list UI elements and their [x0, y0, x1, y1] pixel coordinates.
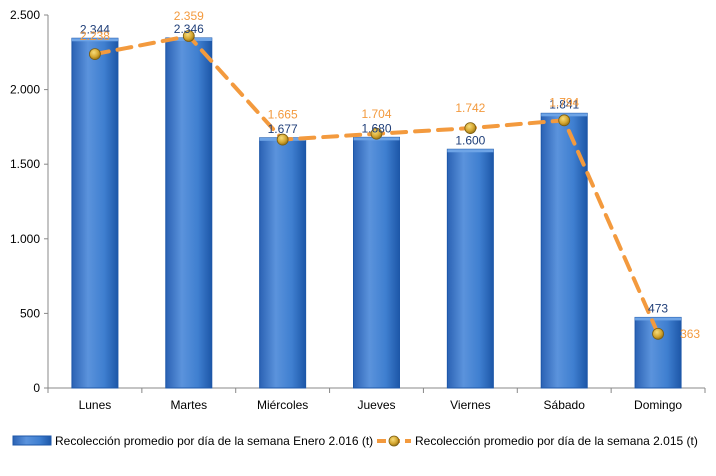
x-tick-label: Sábado: [544, 398, 586, 412]
x-tick-label: Viernes: [450, 398, 490, 412]
x-tick-label: Jueves: [357, 398, 395, 412]
x-tick-label: Martes: [170, 398, 207, 412]
y-tick-label: 1.000: [10, 232, 40, 246]
bar-data-label: 2.346: [174, 22, 204, 36]
legend-label-line: Recolección promedio por día de la seman…: [415, 434, 698, 448]
line-point: [276, 133, 289, 146]
line-data-label: 1.794: [549, 95, 579, 109]
line-data-label: 1.665: [268, 108, 298, 122]
y-tick-label: 0: [33, 381, 40, 395]
y-tick-label: 2.000: [10, 83, 40, 97]
line-series: [89, 30, 664, 340]
line-point: [89, 48, 101, 60]
data-labels: 2.344 2.346 1.677 1.680 1.600 1.841 473 2.238 2.…: [80, 9, 701, 341]
line-data-label: 363: [680, 327, 700, 341]
x-tick-label: Lunes: [79, 398, 112, 412]
line-data-label: 2.238: [80, 29, 110, 43]
bar-data-label: 1.680: [361, 121, 391, 135]
bar: [71, 37, 119, 389]
bar-top-highlight: [71, 38, 118, 42]
bar-series: [71, 37, 682, 389]
bar-top-highlight: [635, 317, 682, 321]
line-data-label: 1.704: [361, 107, 391, 121]
legend-bar-swatch: [12, 435, 52, 446]
bar-data-label: 473: [648, 301, 668, 315]
bar: [259, 137, 307, 389]
bar-top-highlight: [447, 149, 494, 153]
y-tick-label: 500: [20, 306, 40, 320]
bar-data-label: 1.600: [455, 133, 485, 147]
x-tick-label: Miércoles: [257, 398, 308, 412]
y-tick-label: 1.500: [10, 157, 40, 171]
line-point: [182, 30, 195, 42]
legend: Recolección promedio por día de la seman…: [12, 434, 698, 448]
axes: 0 500 1.000 1.500 2.000 2.500 Lunes Martes Miérc…: [10, 8, 706, 412]
bar-data-label: 2.344: [80, 22, 110, 36]
line-data-label: 2.359: [174, 9, 204, 23]
line-point: [464, 122, 477, 134]
y-tick-label: 2.500: [10, 8, 40, 22]
line-data-label: 1.742: [455, 101, 485, 115]
bar-data-label: 1.841: [549, 97, 579, 111]
legend-label-bars: Recolección promedio por día de la seman…: [55, 434, 373, 448]
bar-data-label: 1.677: [268, 122, 298, 136]
line-point: [558, 114, 571, 127]
x-tick-label: Domingo: [634, 398, 682, 412]
bar: [446, 148, 494, 389]
line-point: [652, 327, 664, 340]
line-point: [370, 127, 383, 140]
bar: [165, 37, 213, 389]
bar: [353, 136, 400, 389]
legend-marker-swatch: [388, 435, 400, 447]
